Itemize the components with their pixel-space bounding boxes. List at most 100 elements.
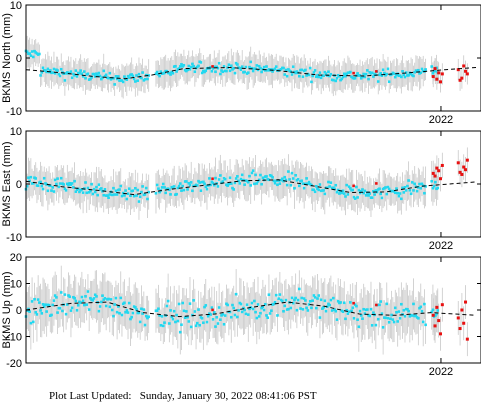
y-tick-label: 10	[10, 0, 22, 12]
data-point	[410, 181, 414, 184]
data-point	[349, 70, 352, 74]
data-point	[129, 317, 132, 321]
data-point	[229, 182, 233, 185]
data-point	[293, 298, 296, 302]
data-point	[420, 67, 424, 71]
data-point	[347, 310, 351, 313]
data-point	[260, 70, 263, 74]
data-point	[294, 71, 297, 75]
data-point	[171, 317, 175, 321]
data-point	[191, 313, 194, 317]
data-point	[435, 312, 438, 316]
data-point	[349, 301, 352, 304]
recent-point	[458, 170, 462, 174]
recent-point	[431, 171, 435, 175]
data-point	[233, 71, 237, 75]
data-point	[228, 69, 232, 73]
data-point	[229, 64, 233, 68]
data-point	[81, 299, 85, 303]
data-point	[364, 194, 368, 197]
data-point	[123, 194, 126, 197]
data-point	[300, 296, 304, 300]
data-point	[259, 311, 262, 315]
data-point	[178, 330, 182, 334]
y-tick-label: 0	[16, 53, 22, 65]
data-point	[91, 192, 95, 196]
data-point	[310, 80, 313, 84]
data-point	[290, 296, 294, 300]
data-point	[51, 303, 55, 307]
data-point	[412, 74, 415, 78]
data-point	[92, 297, 96, 300]
data-point	[301, 182, 305, 185]
data-point	[273, 181, 277, 185]
data-point	[289, 306, 293, 310]
data-point	[341, 189, 345, 193]
data-point	[432, 184, 436, 188]
data-point	[349, 187, 352, 190]
data-point	[406, 308, 409, 311]
data-point	[31, 182, 35, 185]
data-point	[239, 177, 243, 181]
data-point	[256, 180, 260, 183]
data-point	[418, 306, 421, 310]
data-point	[274, 65, 278, 68]
data-point	[135, 308, 138, 311]
data-point	[168, 71, 171, 75]
data-point	[288, 178, 291, 181]
data-point	[78, 190, 81, 194]
data-point	[363, 75, 367, 79]
data-point	[113, 83, 116, 86]
data-point	[115, 310, 119, 314]
data-point	[359, 189, 363, 193]
data-point	[158, 314, 161, 317]
data-point	[266, 316, 270, 320]
data-point	[319, 76, 323, 80]
data-point	[217, 178, 221, 181]
data-point	[430, 179, 434, 183]
data-point	[302, 186, 306, 190]
data-point	[57, 185, 61, 189]
data-point	[332, 296, 335, 300]
data-point	[243, 70, 246, 74]
data-point	[226, 66, 229, 69]
data-point	[155, 183, 159, 187]
data-point	[175, 70, 178, 73]
data-point	[401, 186, 404, 190]
data-point	[318, 71, 322, 74]
data-point	[140, 190, 143, 194]
data-point	[381, 68, 385, 72]
data-point	[147, 74, 150, 77]
data-point	[45, 310, 48, 313]
data-point	[396, 320, 399, 323]
data-point	[374, 189, 378, 192]
data-point	[45, 183, 48, 186]
data-point	[395, 311, 398, 314]
data-point	[125, 78, 129, 81]
data-point	[28, 52, 31, 55]
data-point	[165, 69, 169, 73]
data-point	[353, 303, 357, 306]
data-point	[257, 315, 261, 318]
data-point	[284, 178, 288, 182]
data-point	[358, 191, 362, 195]
data-point	[259, 66, 262, 70]
data-point	[397, 194, 401, 198]
data-point	[403, 75, 407, 79]
data-point	[176, 186, 180, 190]
data-point	[336, 299, 340, 303]
data-point	[216, 322, 220, 325]
data-point	[384, 186, 387, 189]
data-point	[126, 74, 130, 78]
data-point	[280, 299, 284, 303]
data-point	[59, 291, 63, 294]
data-point	[154, 191, 158, 195]
recent-point	[211, 308, 214, 312]
data-point	[249, 184, 253, 187]
data-point	[177, 302, 181, 306]
data-point	[261, 305, 265, 309]
data-point	[361, 188, 364, 191]
data-point	[186, 188, 189, 191]
data-point	[330, 309, 334, 312]
data-point	[291, 301, 295, 305]
